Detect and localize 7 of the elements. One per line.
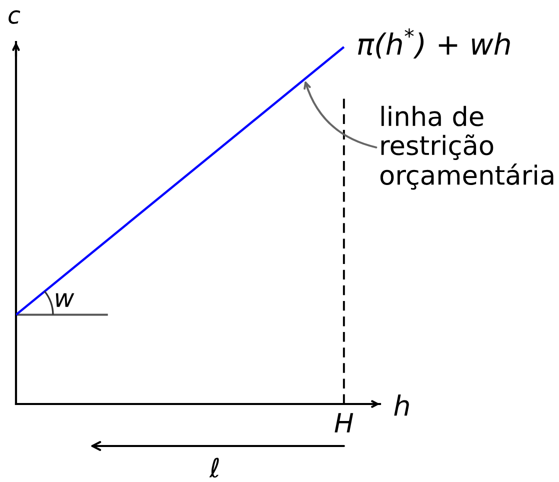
annotation: linha de restrição orçamentária bbox=[380, 106, 554, 190]
text: H bbox=[334, 413, 354, 432]
text: ℓ bbox=[209, 458, 219, 478]
y-axis-title: c bbox=[8, 10, 20, 24]
series-label: π(h$^{*}$) + wh bbox=[358, 28, 510, 58]
x-axis-title: h bbox=[394, 394, 409, 416]
annotation: w bbox=[56, 293, 74, 307]
